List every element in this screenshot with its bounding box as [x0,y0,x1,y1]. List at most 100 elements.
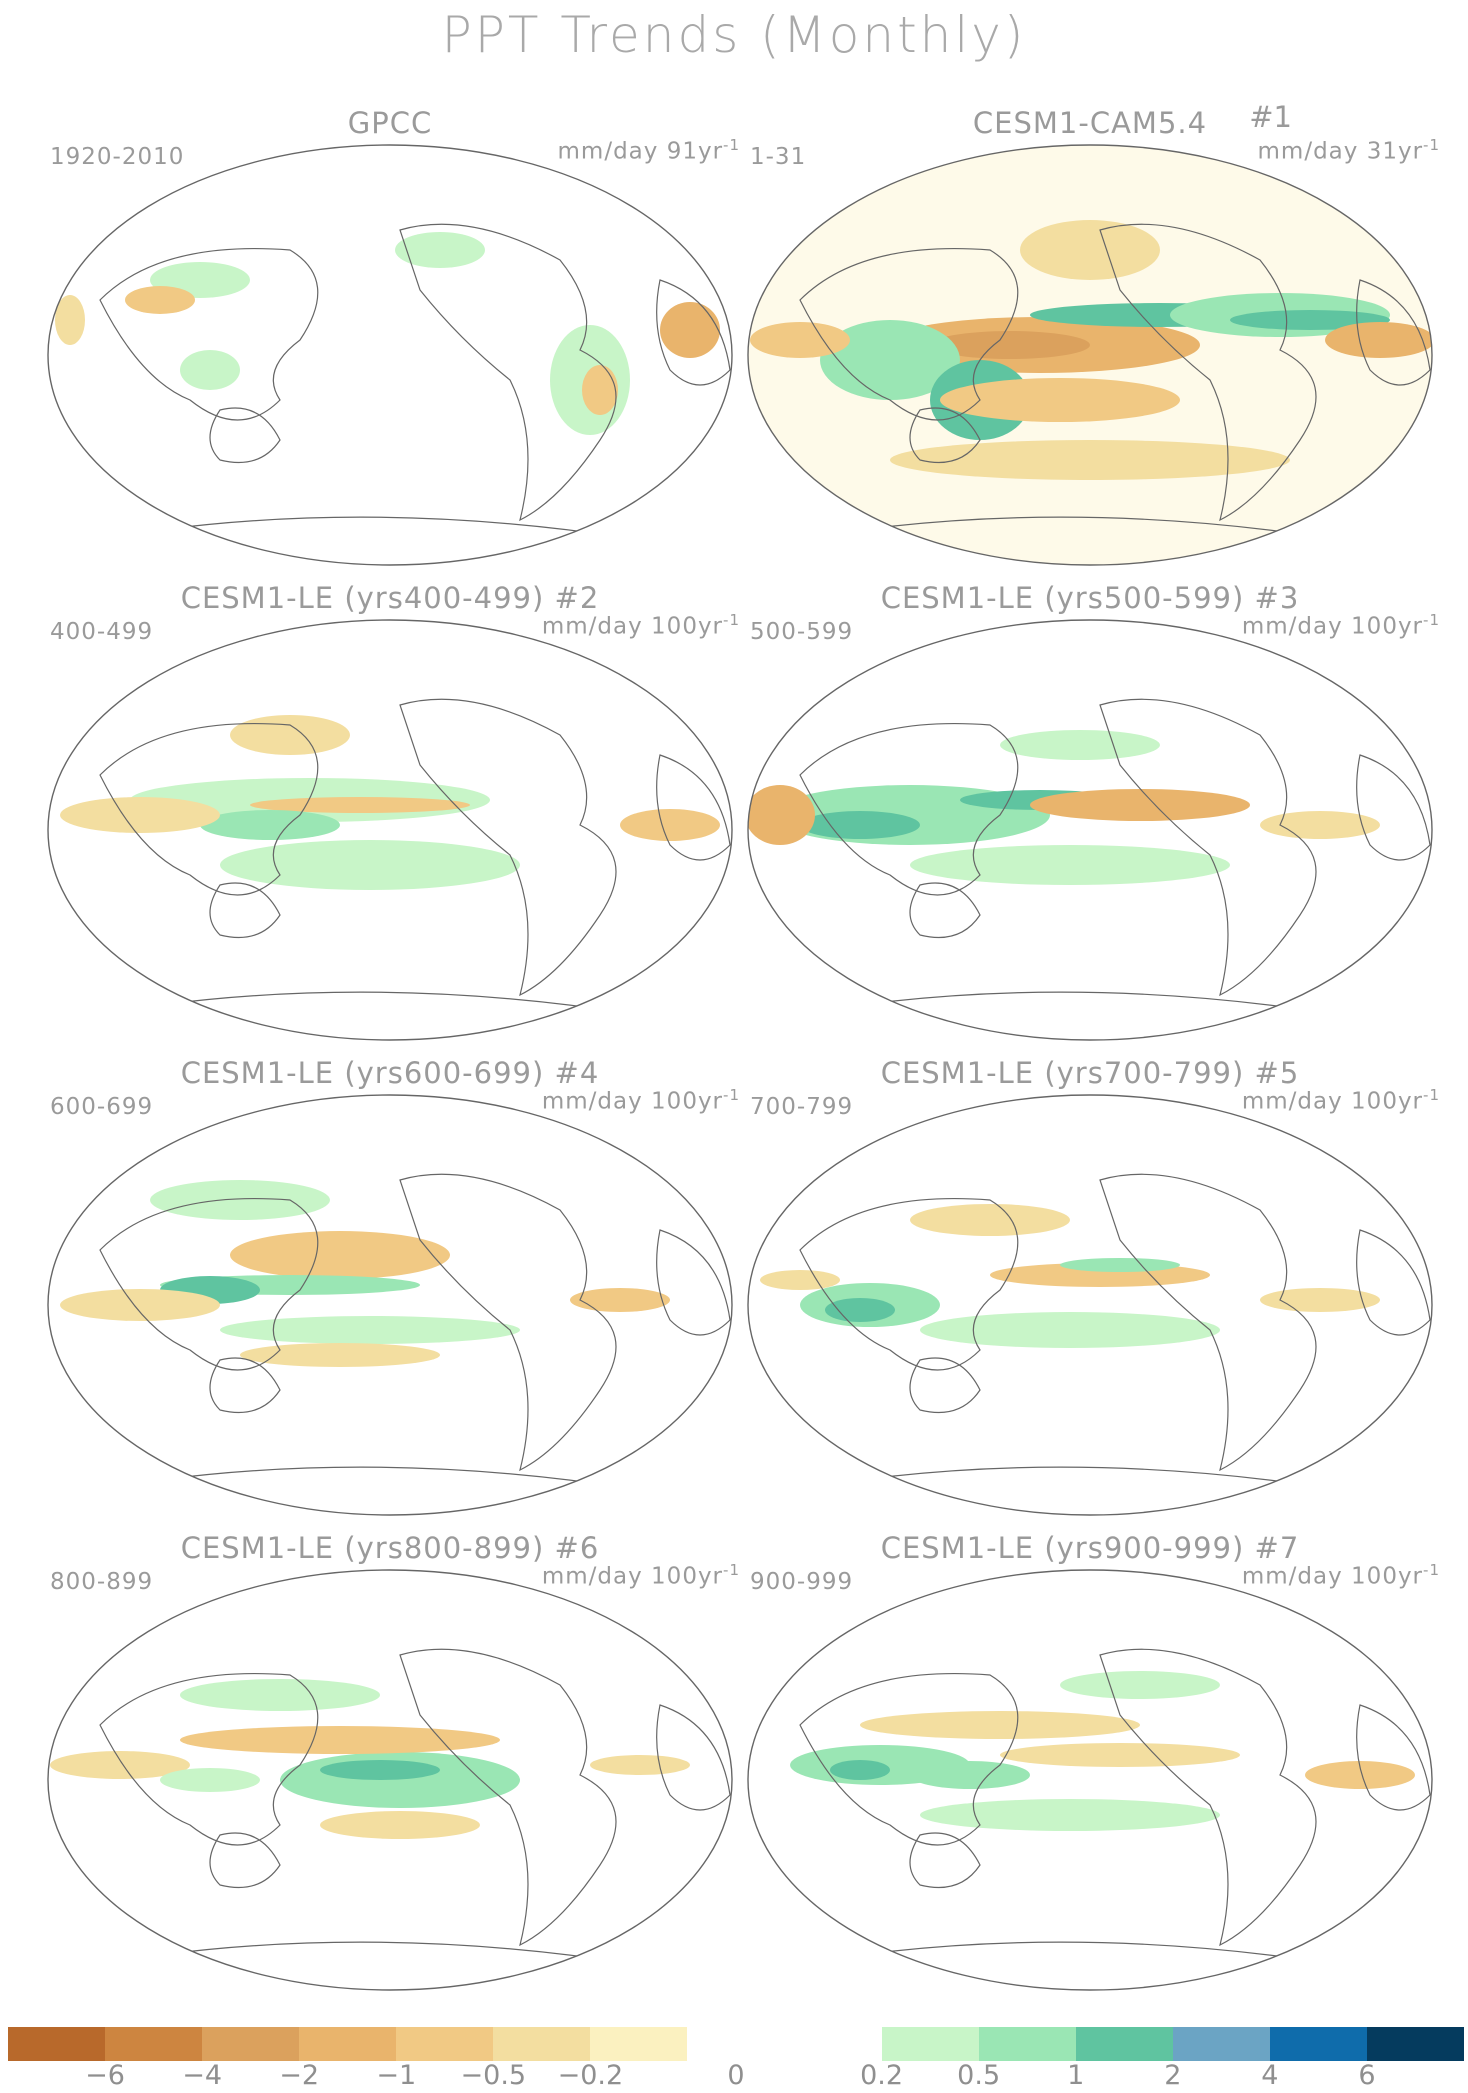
trend-patch [930,331,1090,359]
trend-patch [240,1343,440,1367]
colorbar-tick-label: 0.2 [860,2060,904,2091]
trend-patch [230,1231,450,1279]
coastline [159,1466,641,1491]
coastline [656,1704,731,1811]
trend-patch [1000,1743,1240,1767]
coastline [909,882,981,939]
trend-patch [830,1760,890,1780]
coastline [656,279,731,386]
trend-patch [800,811,920,839]
panel-title: CESM1-CAM5.4 [972,106,1208,140]
trend-patch [1260,811,1380,839]
panel-number: #1 [1249,100,1292,134]
coastline [799,722,1019,896]
coastline [859,516,1341,541]
trend-patch [890,440,1290,480]
trend-patch [910,845,1230,885]
world-map [47,619,733,1041]
world-map [747,619,1433,1041]
coastline [399,1173,617,1472]
trend-patch [125,286,195,314]
map-panel-cesm1-le-4: CESM1-LE (yrs600-699) #4 600-699 mm/day … [40,1050,740,1520]
coastline [656,1229,731,1336]
coastline [799,247,1019,421]
trend-patch [60,1289,220,1321]
map-panel-cesm1-le-5: CESM1-LE (yrs700-799) #5 700-799 mm/day … [740,1050,1440,1520]
figure-title: PPT Trends (Monthly) [441,6,1027,64]
colorbar-tick-label: 0.5 [957,2060,1001,2091]
trend-patch [1305,1761,1415,1789]
trend-patch [320,1760,440,1780]
coastline [399,698,617,997]
trend-patch [920,1799,1220,1831]
coastline [1356,279,1431,386]
panel-units: mm/day 100yr-1 [541,611,740,640]
colorbar-swatch [8,2027,106,2061]
colorbar-swatch [299,2027,397,2061]
trend-patch [860,1711,1140,1739]
trend-patch [910,1761,1030,1789]
trend-patch [320,1811,480,1839]
trend-patch [220,1316,520,1344]
trend-patch [220,840,520,890]
panel-period: 900-999 [750,1569,854,1595]
colorbar-swatch [1172,2027,1271,2061]
coastline [99,1197,319,1371]
colorbar-tick-label: 4 [1261,2060,1279,2091]
colorbar-tick-label: 6 [1358,2060,1376,2091]
world-map [747,1569,1433,1991]
colorbar-tick-label: 1 [1067,2060,1085,2091]
coastline [399,223,617,522]
trend-patch [760,1270,840,1290]
coastline [99,722,319,896]
colorbar-swatch [784,2027,883,2061]
trend-patch [750,322,850,358]
coastline [1356,1229,1431,1336]
trend-patch [55,295,85,345]
world-map [47,1569,733,1991]
panel-units: mm/day 100yr-1 [541,1561,740,1590]
coastline [399,1648,617,1947]
coastline [99,247,319,421]
colorbar-swatch [881,2027,980,2061]
trend-patch [160,1768,260,1792]
trend-patch [1020,220,1160,280]
trend-patch [940,378,1180,422]
coastline [909,1357,981,1414]
trend-patch [180,1726,500,1754]
world-map [47,1094,733,1516]
coastline [209,407,281,464]
colorbar-swatch [687,2027,786,2061]
trend-patch [60,797,220,833]
trend-patch [150,1180,330,1220]
panel-units: mm/day 100yr-1 [1241,611,1440,640]
colorbar-tick-label: −6 [85,2060,125,2091]
coastline [799,1672,1019,1846]
coastline [209,882,281,939]
coastline [159,991,641,1016]
panel-units: mm/day 100yr-1 [1241,1086,1440,1115]
trend-patch [180,1679,380,1711]
trend-patch [395,232,485,268]
world-map [747,144,1433,566]
coastline [1099,1173,1317,1472]
colorbar-tick-label: −0.2 [557,2060,624,2091]
trend-patch [200,810,340,840]
colorbar-tick-label: −1 [376,2060,417,2091]
trend-patch [250,797,470,813]
trend-patch [590,1755,690,1775]
panel-title: GPCC [347,106,433,140]
coastline [1356,1704,1431,1811]
colorbar-swatch [202,2027,300,2061]
coastline [799,1197,1019,1371]
trend-patch [660,302,720,358]
coastline [209,1832,281,1889]
trend-patch [230,715,350,755]
colorbar-swatch [396,2027,494,2061]
trend-patch [280,1752,520,1808]
colorbar-tick-label: 0 [727,2060,745,2091]
trend-patch [748,785,815,845]
panel-title: CESM1-LE (yrs700-799) #5 [880,1056,1300,1090]
colorbar-swatch [493,2027,591,2061]
colorbar-swatch [105,2027,203,2061]
